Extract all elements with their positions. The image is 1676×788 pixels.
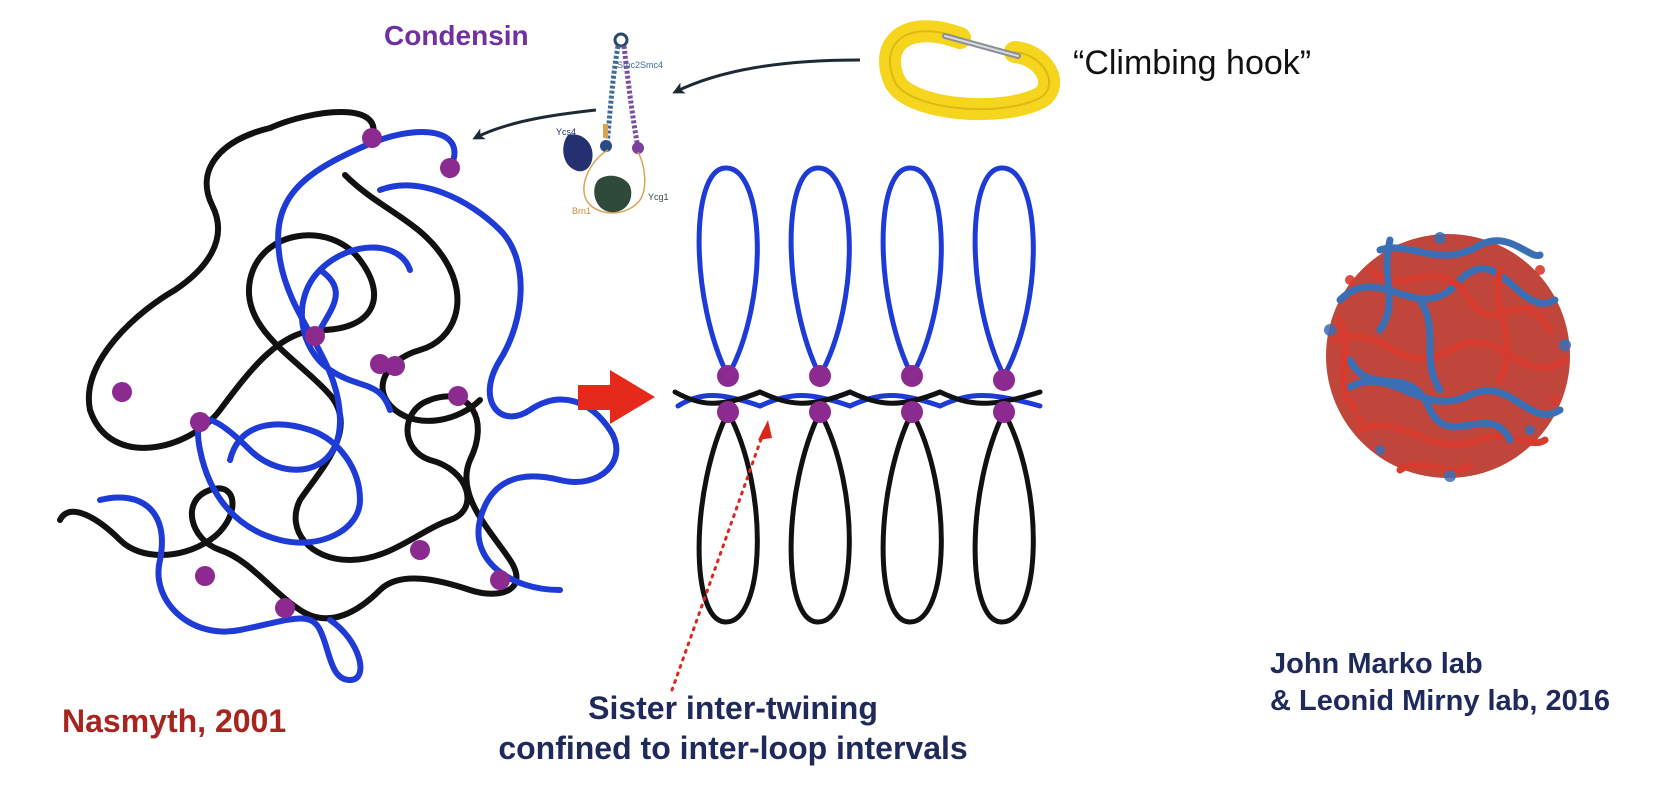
condensin-label: Condensin: [384, 20, 529, 51]
mitotic-chromosome: [672, 165, 1043, 625]
blue-loops: [696, 165, 1036, 379]
ycs4-label: Ycs4: [556, 127, 576, 137]
climbing-hook-label: “Climbing hook”: [1073, 44, 1312, 82]
condensin-to-chromatin-arrow: [472, 108, 597, 140]
black-loops: [696, 409, 1036, 625]
caption-line-1: Sister inter-twining: [588, 690, 878, 726]
blue-chromatid-strand: [195, 128, 458, 546]
smc2-label: Smc2: [617, 60, 640, 70]
blue-chromatid-strand-2: [377, 182, 620, 593]
dotted-pointer-head: [758, 420, 772, 440]
citation-marko-mirny: John Marko lab & Leonid Mirny lab, 2016: [1270, 646, 1610, 720]
sister-intertwining-caption: Sister inter-twining confined to inter-l…: [438, 688, 1028, 768]
blue-axis: [675, 393, 1043, 409]
blue-chromatid-strand-3: [298, 244, 413, 413]
citation-nasmyth: Nasmyth, 2001: [62, 703, 287, 739]
black-chromatid-strand-2: [342, 172, 483, 424]
brn1-label: Brn1: [572, 206, 591, 216]
black-chromatid-strand: [57, 109, 520, 622]
condensin-complex-icon: Smc2 Smc4 Ycs4 Ycg1 Brn1: [556, 32, 669, 216]
caption-line-2: confined to inter-loop intervals: [498, 730, 968, 766]
blue-chromatid-strand-5: [317, 267, 339, 333]
condensin-dots-loops: [717, 365, 1015, 423]
carabiner-icon: [879, 20, 1061, 121]
citation-line-1: John Marko lab: [1270, 648, 1483, 680]
smc4-label: Smc4: [640, 60, 663, 70]
dotted-pointer: [670, 426, 767, 692]
red-arrow-icon: [578, 370, 655, 424]
hook-to-condensin-arrow: [672, 58, 861, 94]
ycg1-label: Ycg1: [648, 192, 669, 202]
condensin-dots-tangled: [112, 128, 510, 618]
simulated-chromosome-globule: [1324, 232, 1571, 482]
citation-line-2: & Leonid Mirny lab, 2016: [1270, 685, 1611, 717]
blue-chromatid-strand-4: [97, 494, 364, 683]
tangled-chromatin: [57, 109, 620, 683]
